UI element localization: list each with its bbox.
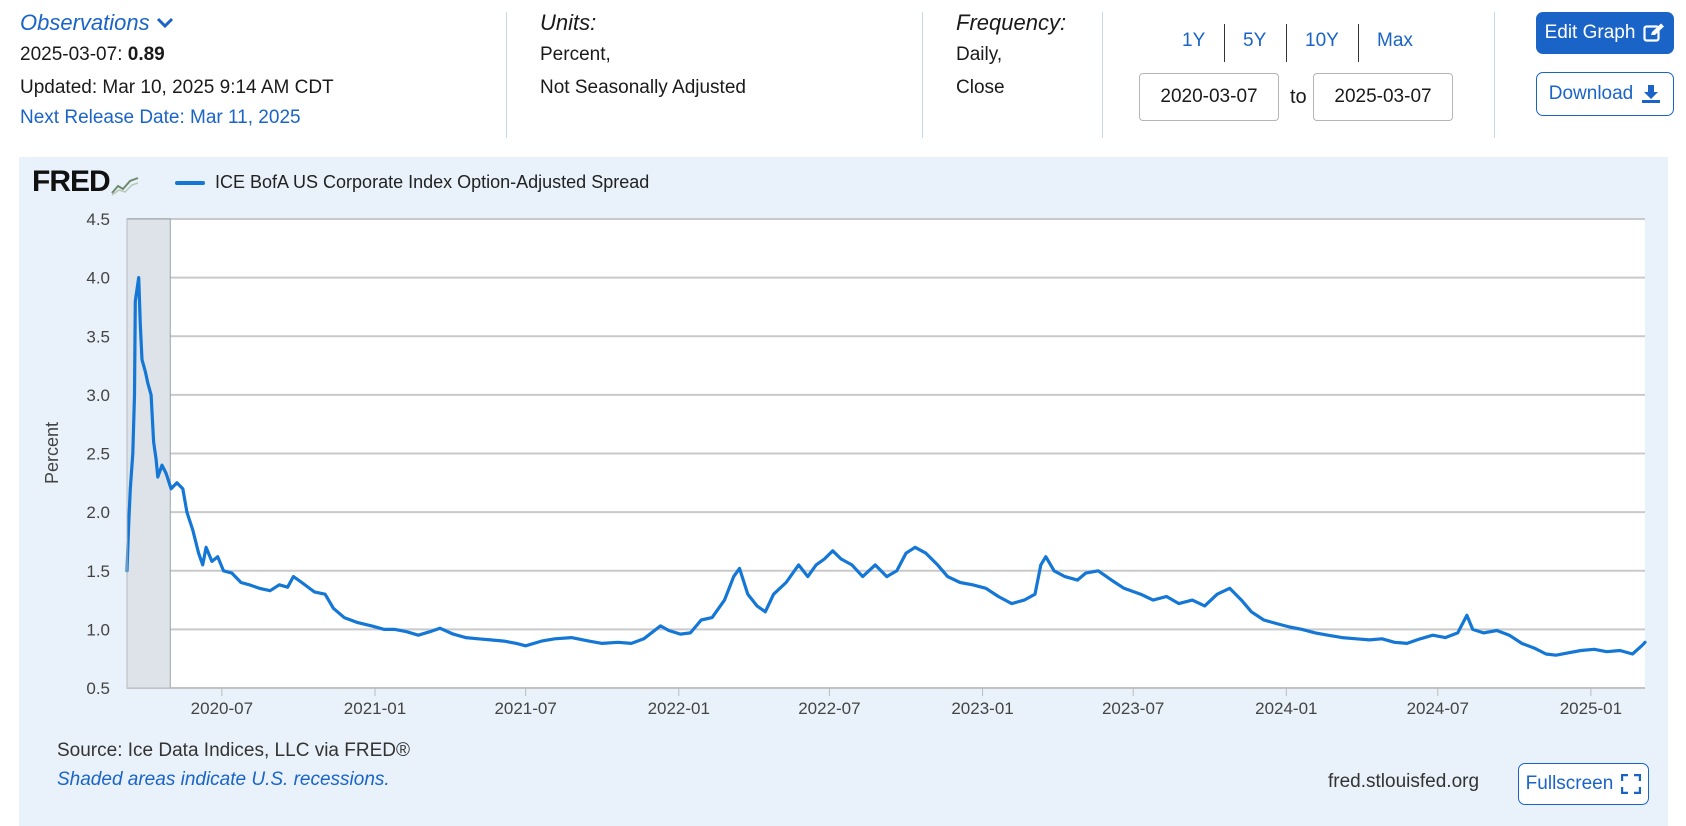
range-max-button[interactable]: Max xyxy=(1377,30,1413,51)
recession-note: Shaded areas indicate U.S. recessions. xyxy=(57,769,390,790)
y-tick-label: 3.5 xyxy=(86,327,110,346)
observations-label: Observations xyxy=(20,10,150,35)
chart-legend: ICE BofA US Corporate Index Option-Adjus… xyxy=(175,172,649,193)
x-tick-label: 2023-07 xyxy=(1102,699,1164,718)
x-tick-label: 2022-07 xyxy=(798,699,860,718)
range-1y-button[interactable]: 1Y xyxy=(1182,30,1206,51)
edit-graph-button[interactable]: Edit Graph xyxy=(1536,12,1674,54)
observations-toggle[interactable]: Observations xyxy=(20,10,174,36)
range-10y-button[interactable]: 10Y xyxy=(1305,30,1339,51)
edit-icon xyxy=(1643,23,1665,42)
source-note: Source: Ice Data Indices, LLC via FRED® xyxy=(57,740,410,761)
download-label: Download xyxy=(1548,83,1634,104)
y-tick-label: 2.5 xyxy=(86,445,110,464)
next-release-link[interactable]: Next Release Date: Mar 11, 2025 xyxy=(20,107,301,128)
units-value-line2: Not Seasonally Adjusted xyxy=(540,77,746,98)
frequency-label: Frequency: xyxy=(956,10,1067,35)
x-tick-label: 2023-01 xyxy=(951,699,1013,718)
header-divider xyxy=(1102,12,1103,138)
fred-logo-text: FRED xyxy=(32,165,111,198)
x-tick-label: 2021-07 xyxy=(494,699,556,718)
to-label: to xyxy=(1290,86,1307,108)
observation-value: 0.89 xyxy=(127,44,165,65)
x-tick-label: 2025-01 xyxy=(1560,699,1622,718)
observation-date: 2025-03-07: xyxy=(20,44,123,65)
y-tick-label: 4.0 xyxy=(86,269,110,288)
end-date-input[interactable] xyxy=(1313,73,1453,121)
updated-timestamp: Updated: Mar 10, 2025 9:14 AM CDT xyxy=(20,77,334,98)
download-icon xyxy=(1642,85,1661,103)
frequency-value-line1: Daily, xyxy=(956,44,1003,65)
fullscreen-label: Fullscreen xyxy=(1525,773,1614,794)
y-tick-label: 4.5 xyxy=(86,210,110,229)
range-divider xyxy=(1358,24,1359,62)
y-tick-label: 0.5 xyxy=(86,679,110,698)
legend-series-name: ICE BofA US Corporate Index Option-Adjus… xyxy=(215,172,650,192)
y-axis-label: Percent xyxy=(42,422,62,484)
x-tick-label: 2024-01 xyxy=(1255,699,1317,718)
header-divider xyxy=(506,12,507,138)
fullscreen-icon xyxy=(1621,774,1642,794)
frequency-value-line2: Close xyxy=(956,77,1005,98)
y-tick-label: 1.5 xyxy=(86,562,110,581)
x-tick-label: 2021-01 xyxy=(344,699,406,718)
edit-graph-label: Edit Graph xyxy=(1544,22,1636,43)
header-divider xyxy=(1494,12,1495,138)
range-divider xyxy=(1286,24,1287,62)
latest-observation: 2025-03-07: 0.89 xyxy=(20,44,165,66)
fullscreen-button[interactable]: Fullscreen xyxy=(1518,763,1649,805)
fred-url: fred.stlouisfed.org xyxy=(1328,771,1480,792)
range-5y-button[interactable]: 5Y xyxy=(1243,30,1267,51)
fred-logo: FRED xyxy=(32,167,140,197)
chevron-down-icon xyxy=(156,17,173,29)
x-tick-label: 2022-01 xyxy=(648,699,710,718)
legend-swatch xyxy=(175,180,205,185)
y-tick-label: 2.0 xyxy=(86,503,110,522)
header-divider xyxy=(922,12,923,138)
units-value-line1: Percent, xyxy=(540,44,611,65)
download-button[interactable]: Download xyxy=(1536,72,1674,116)
y-tick-label: 1.0 xyxy=(86,620,110,639)
units-label: Units: xyxy=(540,10,597,35)
x-tick-label: 2024-07 xyxy=(1407,699,1469,718)
y-tick-label: 3.0 xyxy=(86,386,110,405)
range-divider xyxy=(1224,24,1225,62)
x-tick-label: 2020-07 xyxy=(191,699,253,718)
chart-trend-icon xyxy=(110,175,139,196)
start-date-input[interactable] xyxy=(1139,73,1279,121)
series-line xyxy=(125,276,1647,657)
